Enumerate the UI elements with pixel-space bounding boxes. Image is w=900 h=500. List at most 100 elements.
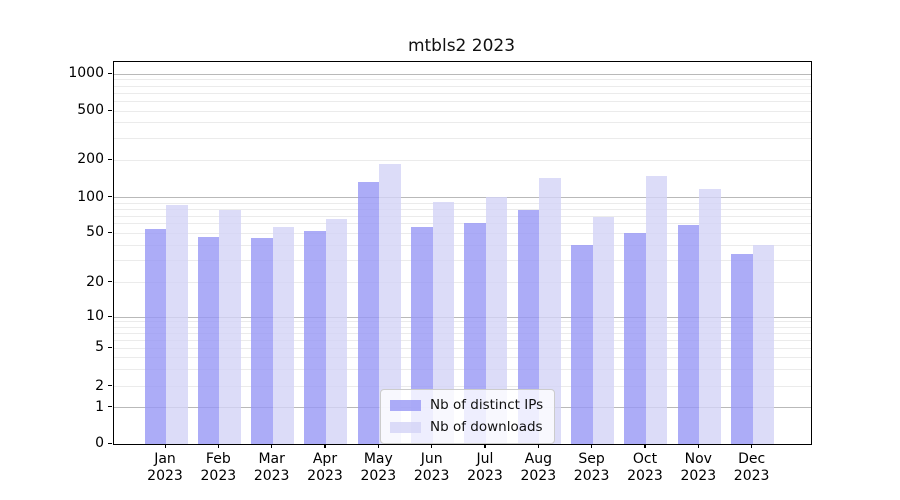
gridline-minor	[114, 357, 811, 359]
y-axis-tick-mark	[108, 385, 112, 387]
bar-nb-of-downloads-feb	[219, 209, 241, 444]
y-axis-tick-mark	[108, 196, 112, 198]
legend-label-downloads: Nb of downloads	[430, 419, 543, 435]
gridline-minor	[114, 110, 811, 112]
legend-label-distinct-ips: Nb of distinct IPs	[430, 397, 544, 413]
y-axis-tick-mark	[108, 281, 112, 283]
bar-nb-of-distinct-ips-feb	[197, 236, 220, 444]
bar-nb-of-distinct-ips-mar	[251, 237, 273, 444]
y-axis-tick-mark	[108, 315, 112, 317]
gridline-minor	[114, 282, 811, 284]
x-axis-tick-label: Sep 2023	[573, 451, 610, 484]
y-axis-tick-mark	[108, 346, 112, 349]
gridline-minor	[114, 137, 811, 139]
x-axis-tick-mark	[591, 444, 593, 449]
gridline-minor	[114, 202, 811, 204]
gridline-minor	[114, 386, 811, 388]
y-axis-tick-label: 10	[86, 308, 104, 324]
y-axis-tick-mark	[108, 442, 112, 444]
x-axis-tick-mark	[697, 444, 700, 449]
y-axis-tick-label: 2	[95, 377, 104, 394]
bar-nb-of-downloads-apr	[325, 219, 348, 444]
plot-area: Nb of distinct IPs Nb of downloads	[113, 61, 812, 445]
bar-nb-of-downloads-aug	[539, 178, 561, 444]
gridline-minor	[114, 85, 811, 87]
bar-nb-of-distinct-ips-jan	[144, 229, 166, 444]
y-axis-tick-mark	[108, 72, 112, 75]
y-axis-tick-label: 50	[86, 224, 104, 241]
gridline-minor	[114, 339, 811, 341]
x-axis-tick-mark	[431, 444, 433, 449]
y-axis-tick-mark	[108, 109, 112, 111]
bar-nb-of-distinct-ips-apr	[304, 231, 326, 444]
chart-title: mtbls2 2023	[407, 36, 516, 56]
x-axis-tick-mark	[164, 444, 166, 449]
x-axis-tick-mark	[217, 444, 220, 449]
x-axis-tick-mark	[271, 444, 273, 449]
x-axis-tick-mark	[644, 444, 646, 449]
x-axis-tick-label: Feb 2023	[200, 451, 237, 484]
gridline-minor	[114, 260, 811, 262]
gridline-minor	[114, 232, 811, 234]
x-axis-tick-label: Jan 2023	[147, 451, 183, 484]
gridline-major	[114, 316, 811, 318]
x-axis-tick-label: Apr 2023	[307, 451, 343, 484]
bar-nb-of-downloads-sep	[592, 216, 615, 444]
bar-nb-of-distinct-ips-nov	[677, 224, 700, 444]
bar-nb-of-distinct-ips-jul	[464, 223, 486, 444]
bar-nb-of-downloads-oct	[645, 175, 668, 444]
y-axis-tick-mark	[108, 406, 112, 408]
y-axis-tick-mark	[108, 158, 112, 160]
x-axis-tick-mark	[484, 444, 486, 449]
gridline-minor	[114, 92, 811, 94]
x-axis-tick-label: Nov 2023	[680, 451, 717, 484]
y-axis-tick-label: 100	[77, 188, 104, 205]
bar-nb-of-distinct-ips-dec	[731, 254, 753, 444]
y-axis-tick-label: 1000	[68, 65, 104, 82]
gridline-minor	[114, 244, 811, 246]
gridline-major	[114, 73, 811, 75]
bar-nb-of-downloads-mar	[272, 226, 295, 444]
bar-nb-of-downloads-jan	[166, 204, 188, 444]
y-axis-tick-label: 5	[95, 339, 104, 356]
gridline-minor	[114, 79, 811, 81]
x-axis-tick-mark	[537, 444, 540, 449]
x-axis-tick-label: Dec 2023	[733, 451, 770, 484]
bar-nb-of-downloads-dec	[752, 245, 775, 444]
legend-swatch-downloads	[390, 422, 421, 433]
bar-nb-of-downloads-jun	[432, 201, 455, 444]
gridline-minor	[114, 369, 811, 371]
gridline-minor	[114, 122, 811, 124]
x-axis-tick-mark	[377, 444, 380, 449]
y-axis-tick-label: 500	[77, 102, 104, 118]
gridline-minor	[114, 100, 811, 102]
legend-swatch-distinct-ips	[390, 400, 421, 411]
y-axis-tick-label: 1	[95, 398, 104, 415]
gridline-minor	[114, 326, 811, 328]
gridline-minor	[114, 223, 811, 225]
legend-item-downloads: Nb of downloads	[390, 419, 543, 436]
bar-nb-of-distinct-ips-aug	[517, 209, 540, 444]
gridline-minor	[114, 159, 811, 161]
bar-nb-of-distinct-ips-sep	[571, 245, 593, 444]
gridline-minor	[114, 332, 811, 334]
gridline-minor	[114, 215, 811, 217]
x-axis-tick-label: Aug 2023	[520, 451, 557, 484]
bar-nb-of-downloads-may	[379, 163, 401, 444]
x-axis-tick-mark	[324, 444, 326, 449]
legend: Nb of distinct IPs Nb of downloads	[380, 389, 556, 444]
x-axis-tick-label: May 2023	[360, 451, 397, 484]
x-axis-tick-label: Jun 2023	[413, 451, 450, 484]
y-axis-tick-label: 200	[77, 151, 104, 167]
gridline-minor	[114, 208, 811, 210]
gridline-minor	[114, 321, 811, 323]
x-axis-tick-mark	[751, 444, 753, 449]
bar-nb-of-downloads-nov	[699, 188, 721, 444]
legend-item-distinct-ips: Nb of distinct IPs	[390, 397, 543, 414]
y-axis-tick-mark	[108, 231, 112, 234]
gridline-major	[114, 197, 811, 199]
x-axis-tick-label: Jul 2023	[467, 451, 503, 484]
gridline-minor	[114, 347, 811, 349]
bar-nb-of-distinct-ips-may	[357, 181, 380, 444]
